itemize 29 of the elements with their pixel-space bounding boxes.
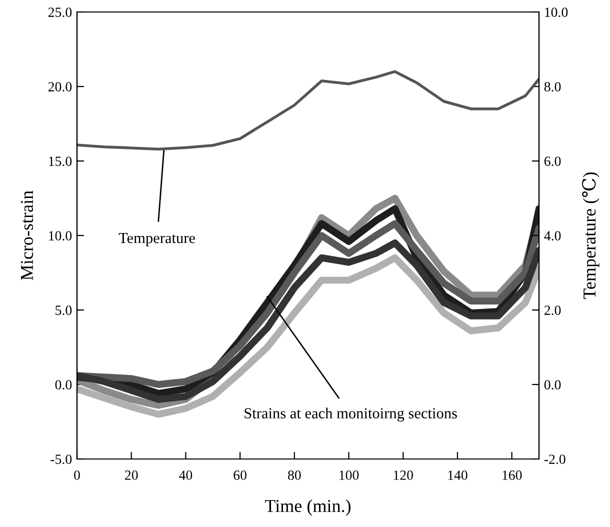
y-axis-title: Micro-strain <box>20 190 34 280</box>
x-tick-label: 0 <box>74 470 80 480</box>
x-tick-label: 100 <box>340 470 359 480</box>
annotation: Temperature <box>118 233 195 246</box>
x-tick-label: 120 <box>394 470 414 480</box>
x-tick-label: 140 <box>448 470 468 480</box>
y2-tick-label: 10.0 <box>545 8 568 18</box>
annotation: Strains at each monitoirng sections <box>244 408 457 422</box>
line-series <box>77 70 539 150</box>
y-tick-label: 25.0 <box>48 8 72 18</box>
y-tick-label: 10.0 <box>49 231 72 241</box>
y-tick-label: 15.0 <box>49 156 72 166</box>
x-tick-label: 60 <box>234 470 246 480</box>
y2-tick-label: 8.0 <box>544 82 561 92</box>
y2-tick-label: -2.0 <box>544 454 566 464</box>
y2-tick-label: 6.0 <box>544 156 561 166</box>
x-tick-label: 80 <box>288 470 301 480</box>
y-tick-label: 5.0 <box>56 306 72 316</box>
x-tick-label: 20 <box>125 470 138 480</box>
y2-tick-label: 2.0 <box>544 306 561 316</box>
x-axis-title: Time (min.) <box>265 499 351 516</box>
y-tick-label: -5.0 <box>50 454 72 464</box>
y2-axis-title: Temperature (℃) <box>582 172 600 300</box>
y-tick-label: 0.0 <box>55 380 72 390</box>
x-tick-label: 40 <box>179 470 192 480</box>
y2-tick-label: 0.0 <box>544 380 561 390</box>
y2-tick-label: 4.0 <box>544 231 561 241</box>
x-tick-label: 160 <box>502 470 522 480</box>
y-tick-label: 20.0 <box>48 82 72 92</box>
